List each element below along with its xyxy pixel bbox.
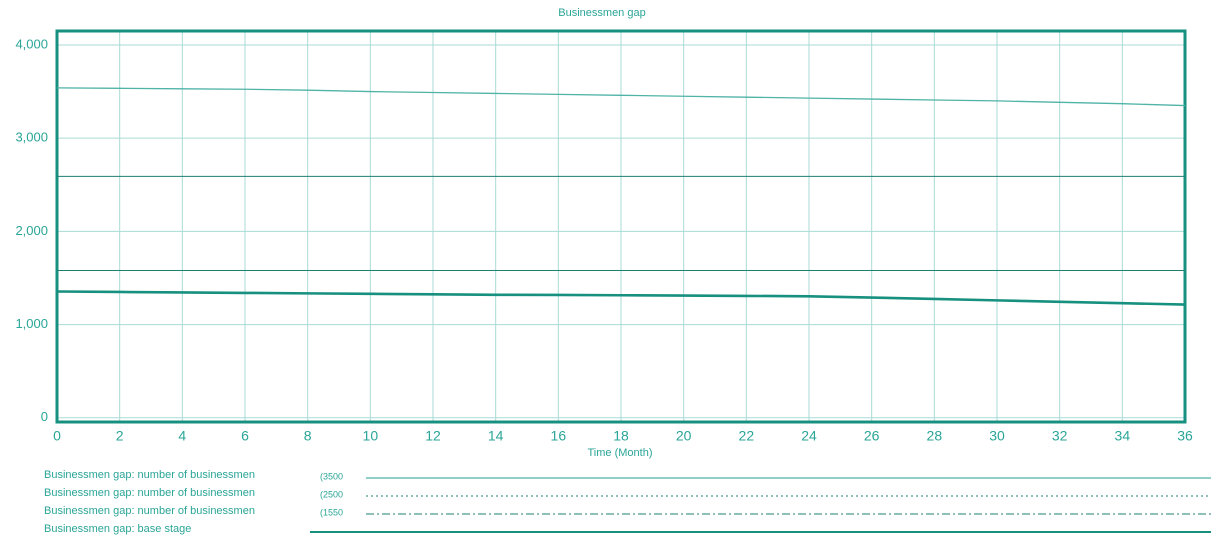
legend-note: (2500 [320, 489, 343, 499]
legend-label: Businessmen gap: base stage [44, 523, 191, 535]
x-tick-label: 28 [927, 428, 943, 444]
plot-frame [55, 29, 1187, 424]
x-tick-label: 18 [613, 428, 629, 444]
y-tick-label: 3,000 [15, 130, 48, 145]
x-tick-label: 0 [53, 428, 61, 444]
x-axis-label: Time (Month) [588, 447, 653, 459]
y-tick-label: 2,000 [15, 223, 48, 238]
x-tick-label: 20 [676, 428, 692, 444]
x-tick-label: 2 [116, 428, 124, 444]
x-tick-label: 14 [488, 428, 504, 444]
x-tick-label: 32 [1052, 428, 1068, 444]
x-tick-label: 8 [304, 428, 312, 444]
x-tick-label: 24 [801, 428, 817, 444]
legend-label: Businessmen gap: number of businessmen [44, 505, 255, 517]
x-tick-label: 4 [178, 428, 186, 444]
series-line [56, 87, 1186, 107]
x-tick-label: 6 [241, 428, 249, 444]
x-tick-label: 12 [425, 428, 441, 444]
legend-note: (1550 [320, 507, 343, 517]
x-tick-label: 22 [739, 428, 755, 444]
y-tick-label: 0 [41, 409, 48, 424]
y-tick-label: 1,000 [15, 316, 48, 331]
legend-label: Businessmen gap: number of businessmen [44, 469, 255, 481]
x-tick-label: 26 [864, 428, 880, 444]
chart-title: Businessmen gap [558, 7, 645, 19]
legend-label: Businessmen gap: number of businessmen [44, 487, 255, 499]
x-tick-label: 30 [989, 428, 1005, 444]
series-line [56, 290, 1186, 306]
x-tick-label: 36 [1177, 428, 1193, 444]
legend-note: (3500 [320, 471, 343, 481]
x-tick-label: 16 [551, 428, 567, 444]
y-tick-label: 4,000 [15, 36, 48, 51]
x-tick-label: 10 [363, 428, 379, 444]
x-tick-label: 34 [1115, 428, 1131, 444]
